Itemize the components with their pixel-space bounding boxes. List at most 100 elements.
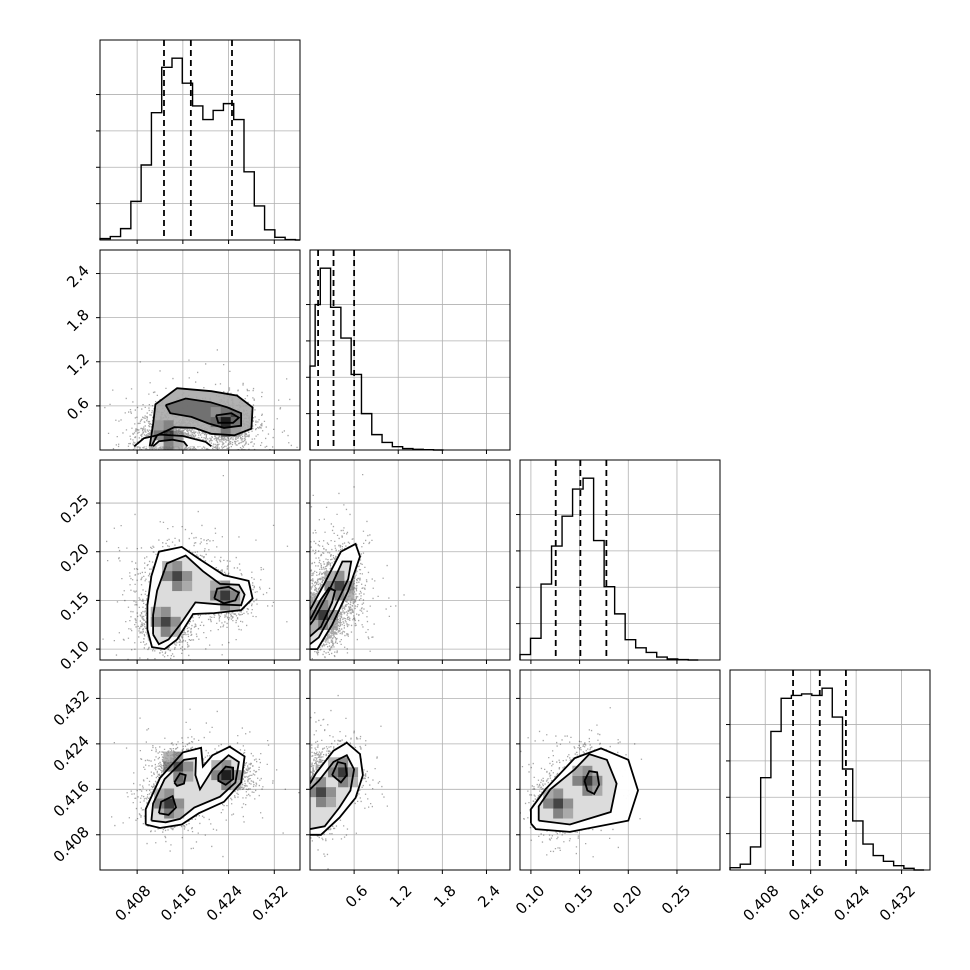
x-tick-label: 0.416 [785, 882, 828, 925]
density-cell [154, 798, 165, 809]
contour-line [158, 794, 178, 816]
density-cell [338, 777, 349, 788]
density-cell [326, 787, 337, 798]
axes-frame [729, 669, 931, 871]
density-cell [348, 777, 359, 788]
density-cell [163, 420, 174, 431]
grid [100, 40, 300, 240]
density-cell [172, 571, 183, 582]
contour-line [150, 754, 240, 824]
density-cell [220, 427, 231, 438]
density-cell [310, 610, 319, 621]
density-cell [553, 798, 564, 809]
density-cell [170, 626, 181, 637]
density-cell [174, 798, 185, 809]
axes-frame [519, 669, 721, 871]
y-tick-label: 2.4 [63, 262, 93, 292]
y-tick-label: 0.424 [50, 732, 93, 775]
axes-frame [99, 669, 301, 871]
contour-line [148, 387, 254, 447]
scatter-panel-3-2 [516, 669, 721, 874]
density-cell [328, 610, 339, 621]
y-tick-label: 0.10 [56, 637, 92, 673]
density-cell [230, 417, 241, 428]
density-cell [220, 590, 231, 601]
density-cell [210, 580, 221, 591]
density-cell [162, 571, 173, 582]
x-tick-label: 0.408 [111, 882, 154, 925]
x-tick-label: 0.25 [658, 882, 694, 918]
axes-frame [99, 39, 301, 241]
density-cell [334, 570, 345, 581]
density-cell [220, 407, 231, 418]
density-cell [553, 788, 564, 799]
density-cell [154, 788, 165, 799]
x-tick-label: 1.2 [386, 882, 416, 912]
density-cell [334, 580, 345, 591]
x-tick-label: 1.8 [430, 882, 460, 912]
density-cell [210, 407, 221, 418]
axes-frame [309, 459, 511, 661]
contour-line [310, 542, 361, 650]
density-cell [582, 765, 593, 776]
contour-line [215, 412, 241, 424]
density-cell [163, 751, 174, 762]
histogram-step [99, 57, 300, 241]
panel-content [310, 474, 405, 660]
contour-line [144, 745, 246, 829]
x-tick-label: 0.416 [157, 882, 200, 925]
density-cell [150, 616, 161, 627]
histogram-panel-0 [96, 39, 301, 244]
axes-frame [309, 669, 511, 871]
histogram-step [729, 687, 925, 871]
x-tick-label: 0.424 [830, 882, 873, 925]
contour-line [537, 753, 618, 826]
contour-line [331, 760, 348, 784]
density-cell [160, 626, 171, 637]
contour-line [310, 560, 353, 645]
y-tick-label: 0.20 [56, 540, 92, 576]
contour-line [146, 545, 254, 651]
contour-line [164, 397, 243, 429]
density-cell [543, 798, 554, 809]
x-tick-label: 0.432 [876, 882, 919, 925]
contour-line [583, 770, 601, 796]
density-cell [553, 808, 564, 819]
contour-line [152, 438, 189, 447]
y-tick-label: 0.408 [50, 823, 93, 866]
contour-line [310, 753, 356, 830]
density-cell [220, 580, 231, 591]
density-cell [172, 581, 183, 592]
density-cell [344, 590, 355, 601]
x-tick-label: 0.15 [561, 882, 597, 918]
grid [520, 460, 720, 660]
axes-frame [99, 249, 301, 451]
density-cell [172, 561, 183, 572]
density-cell [324, 570, 335, 581]
grid [310, 250, 510, 450]
density-cell [160, 616, 171, 627]
density-cell [572, 765, 583, 776]
density-cell [230, 590, 241, 601]
contour-line [530, 747, 639, 833]
grid [730, 670, 930, 870]
histogram-panel-3 [726, 669, 931, 874]
density-cell [164, 798, 175, 809]
density-cell [230, 427, 241, 438]
y-tick-label: 0.416 [50, 777, 93, 820]
density-cell [163, 761, 174, 772]
density-cell [153, 420, 164, 431]
density-cell [221, 760, 232, 771]
scatter-panel-1-0 [96, 249, 301, 454]
density-cell [174, 808, 185, 819]
density-cell [316, 777, 327, 788]
density-cell [170, 616, 181, 627]
histogram-step [309, 267, 444, 451]
density-cell [163, 440, 174, 450]
contour-line [217, 765, 235, 786]
density-cell [582, 775, 593, 786]
x-tick-label: 2.4 [474, 882, 504, 912]
y-tick-label: 0.432 [50, 687, 93, 730]
panel-content [104, 349, 298, 450]
